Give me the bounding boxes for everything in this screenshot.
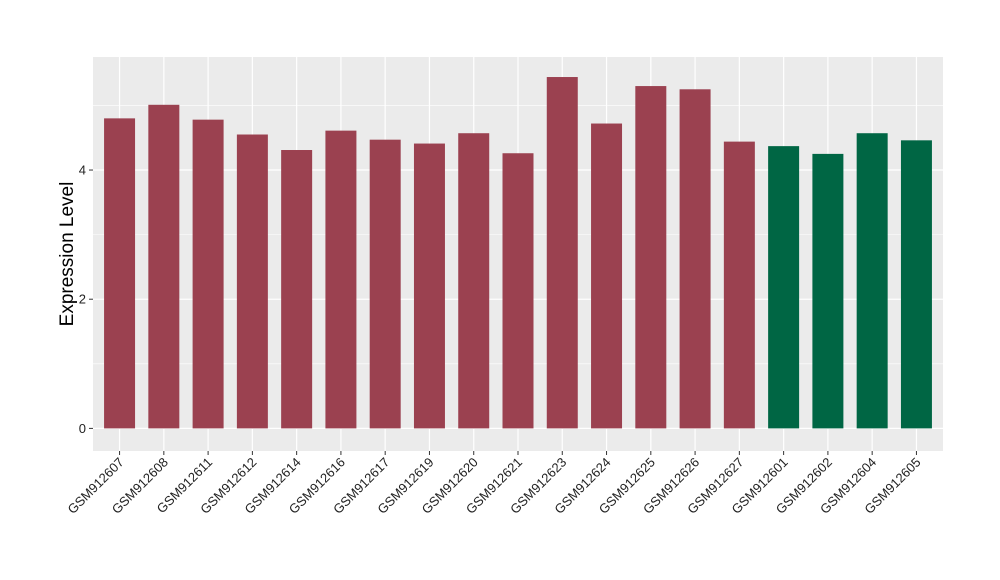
bars bbox=[104, 77, 932, 429]
bar-GSM912617 bbox=[369, 139, 401, 429]
bar-GSM912604 bbox=[856, 133, 888, 429]
x-axis: GSM912607GSM912608GSM912611GSM912612GSM9… bbox=[64, 451, 924, 517]
bar-GSM912608 bbox=[148, 104, 180, 429]
bar-GSM912626 bbox=[679, 89, 711, 429]
bar-GSM912619 bbox=[413, 143, 445, 429]
bar-GSM912612 bbox=[236, 134, 268, 429]
bar-GSM912623 bbox=[546, 77, 578, 429]
bar-GSM912621 bbox=[502, 153, 534, 429]
bar-GSM912620 bbox=[458, 133, 490, 429]
bar-GSM912624 bbox=[591, 123, 623, 429]
bar-GSM912614 bbox=[281, 150, 313, 429]
bar-GSM912611 bbox=[192, 119, 224, 429]
y-tick-label: 4 bbox=[79, 163, 86, 178]
bar-GSM912627 bbox=[723, 141, 755, 429]
bar-GSM912625 bbox=[635, 86, 667, 429]
bar-GSM912605 bbox=[900, 140, 932, 429]
y-axis-title: Expression Level bbox=[57, 182, 78, 327]
bar-GSM912607 bbox=[104, 118, 136, 429]
y-tick-label: 2 bbox=[79, 292, 86, 307]
y-axis: 0 2 4 bbox=[79, 163, 93, 436]
bar-GSM912616 bbox=[325, 130, 357, 429]
bar-GSM912602 bbox=[812, 153, 844, 429]
y-tick-label: 0 bbox=[79, 421, 86, 436]
bar-GSM912601 bbox=[768, 146, 800, 429]
